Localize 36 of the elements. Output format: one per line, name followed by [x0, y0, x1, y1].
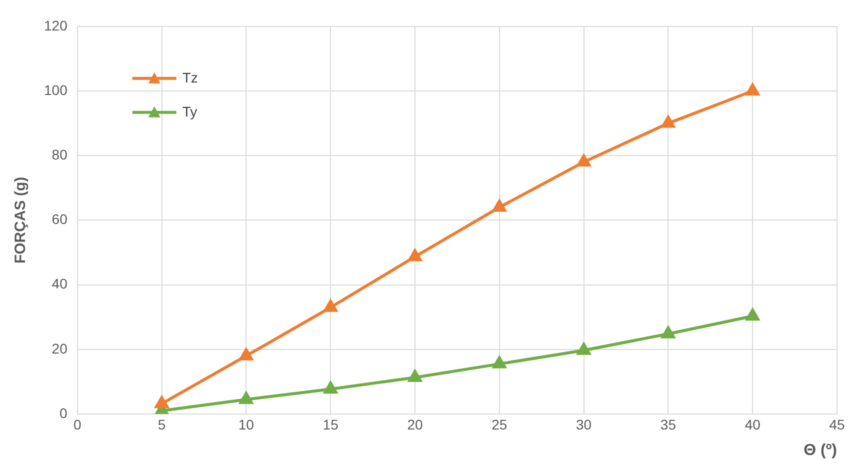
point [661, 116, 675, 128]
x-axis-title: Θ (º) [804, 442, 837, 459]
y-tick-label: 80 [52, 146, 68, 162]
x-tick-label: 5 [158, 416, 166, 432]
y-axis-title: FORÇAS (g) [12, 176, 30, 264]
point [324, 300, 338, 312]
legend-label: Tz [182, 69, 198, 86]
point [577, 342, 590, 355]
point [408, 249, 422, 262]
x-tick-label: 10 [238, 416, 254, 432]
y-tick-label: 60 [52, 211, 68, 228]
x-tick-label: 45 [829, 416, 845, 432]
point [492, 356, 506, 368]
y-tick-label: 40 [52, 276, 68, 292]
y-tick-label: 0 [60, 404, 68, 421]
y-tick-label: 20 [52, 340, 68, 356]
x-tick-label: 15 [322, 416, 339, 432]
point [746, 308, 760, 321]
x-tick-label: 40 [744, 416, 761, 432]
point [746, 84, 760, 96]
point [408, 370, 422, 382]
x-tick-label: 20 [407, 416, 423, 432]
point [661, 326, 675, 338]
point [239, 348, 253, 360]
point [155, 396, 168, 408]
point [577, 154, 590, 167]
point [324, 382, 338, 394]
y-tick-label: 100 [44, 82, 68, 98]
x-tick-label: 35 [660, 416, 676, 432]
y-tick-label: 120 [44, 17, 68, 34]
point [492, 200, 506, 212]
x-tick-label: 25 [492, 416, 508, 432]
x-tick-label: 0 [73, 416, 82, 432]
legend-label: Ty [182, 103, 198, 120]
point [239, 392, 253, 404]
x-tick-label: 30 [576, 416, 592, 432]
